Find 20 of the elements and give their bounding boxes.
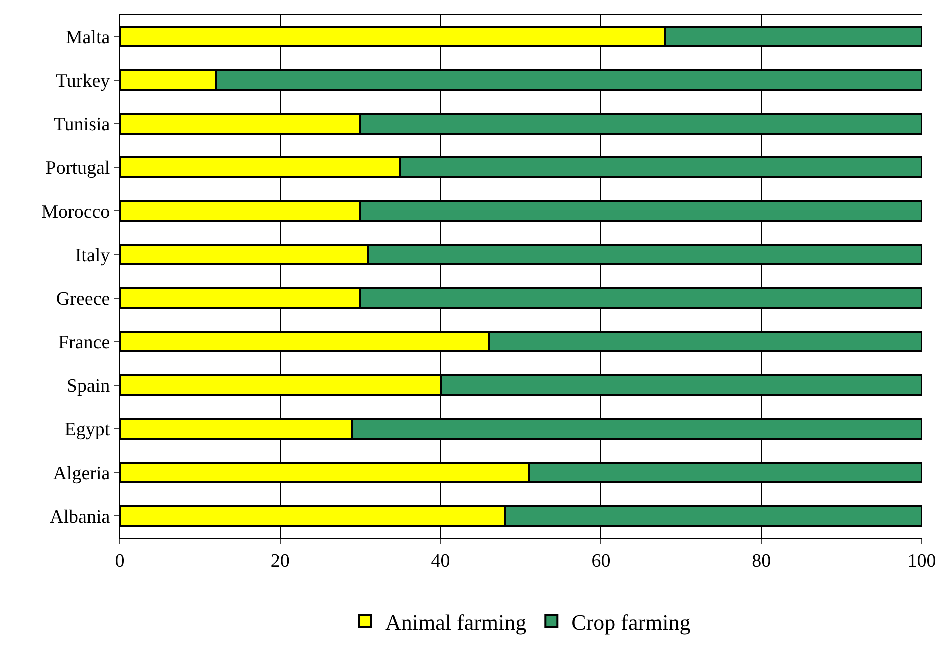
x-tick-label: 100 bbox=[908, 550, 936, 572]
x-tick-label: 60 bbox=[592, 550, 611, 572]
y-tick-label: Egypt bbox=[64, 420, 111, 441]
y-tick-label: Algeria bbox=[53, 463, 111, 484]
y-tick-label: Portugal bbox=[46, 158, 110, 180]
y-tick-label: France bbox=[58, 332, 110, 354]
x-tick-label: 0 bbox=[115, 550, 125, 572]
y-tick-label: Turkey bbox=[56, 71, 111, 92]
legend-label: Crop farming bbox=[572, 610, 691, 636]
y-tick-label: Spain bbox=[66, 376, 111, 398]
y-tick-label: Greece bbox=[56, 288, 110, 310]
y-tick-label: Morocco bbox=[42, 202, 110, 223]
y-tick-label: Albania bbox=[50, 506, 111, 528]
y-tick-label: Tunisia bbox=[54, 114, 111, 136]
x-tick-label: 40 bbox=[431, 550, 450, 572]
y-tick-label: Malta bbox=[66, 27, 111, 48]
x-tick-label: 80 bbox=[752, 550, 772, 572]
legend-label: Animal farming bbox=[386, 610, 527, 636]
y-tick-label: Italy bbox=[75, 245, 111, 266]
x-tick-label: 20 bbox=[270, 550, 290, 572]
